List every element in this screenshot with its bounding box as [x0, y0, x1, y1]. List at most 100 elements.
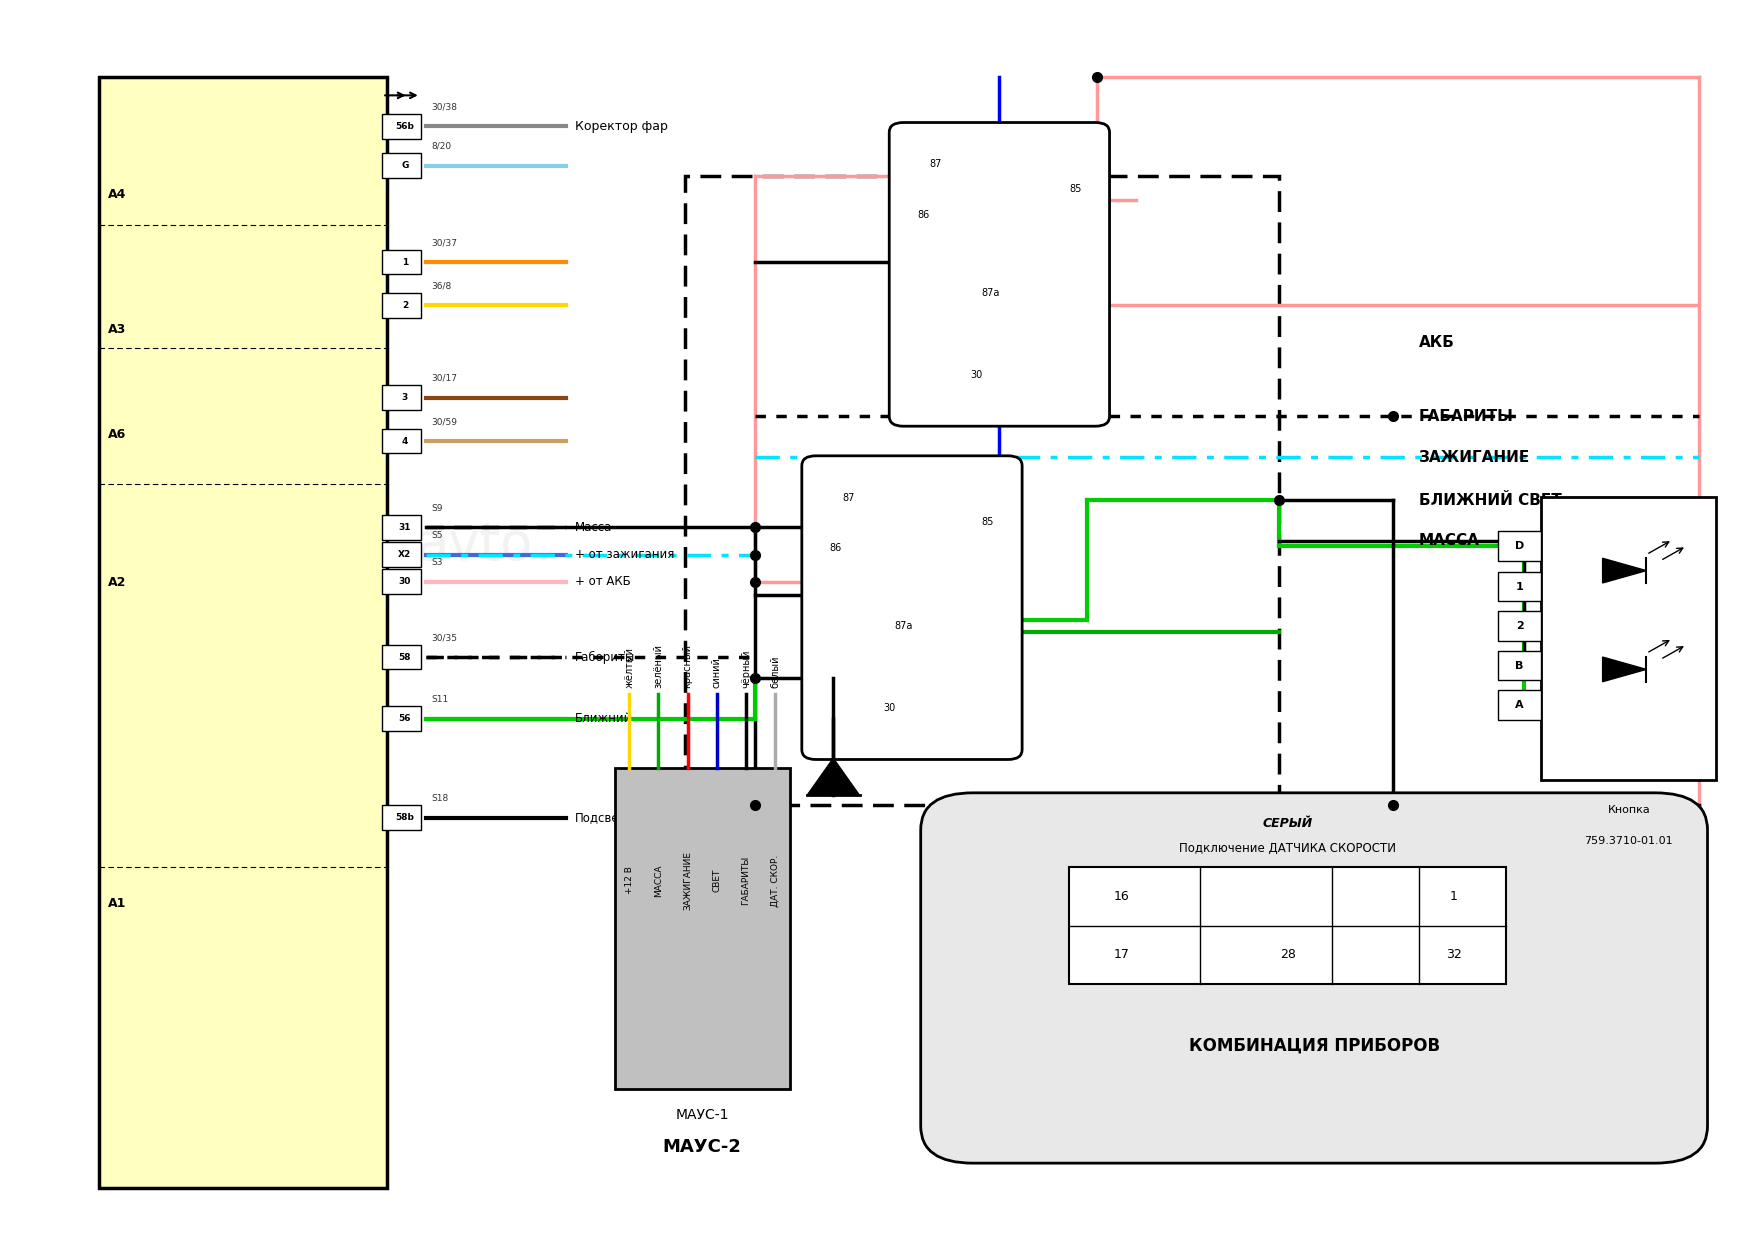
Text: 56: 56 — [398, 714, 410, 723]
Text: 86: 86 — [917, 210, 930, 219]
Bar — [977, 533, 1000, 593]
Text: 58b: 58b — [395, 813, 414, 822]
Text: ГАБАРИТЫ: ГАБАРИТЫ — [742, 856, 751, 905]
Text: 30/38: 30/38 — [431, 103, 458, 112]
Text: 30: 30 — [970, 370, 982, 379]
Bar — [947, 151, 1017, 179]
Text: 759.3710-01.01: 759.3710-01.01 — [1584, 836, 1673, 846]
Text: 87a: 87a — [895, 621, 912, 631]
Text: A4: A4 — [107, 187, 126, 201]
Text: ГАБАРИТЫ: ГАБАРИТЫ — [1419, 409, 1514, 424]
Bar — [900, 682, 923, 735]
Text: X2: X2 — [398, 551, 412, 559]
Text: A: A — [1515, 701, 1524, 711]
Text: 16: 16 — [1114, 890, 1130, 903]
Text: АКБ: АКБ — [1419, 335, 1454, 350]
Text: B: B — [1515, 661, 1524, 671]
Bar — [382, 707, 421, 732]
Text: Масса: Масса — [575, 521, 612, 534]
Text: A3: A3 — [107, 324, 126, 336]
Text: Коректор фар: Коректор фар — [575, 120, 667, 133]
Text: зелёный: зелёный — [654, 644, 663, 688]
Bar — [1498, 572, 1542, 601]
Text: 3: 3 — [402, 393, 409, 402]
Bar — [382, 429, 421, 454]
Text: 56b: 56b — [395, 122, 414, 130]
Text: 30: 30 — [882, 703, 895, 713]
Bar — [1498, 651, 1542, 681]
Bar — [684, 176, 1279, 805]
Polygon shape — [1603, 657, 1647, 682]
Text: Подсветка: Подсветка — [575, 811, 640, 825]
Text: A1: A1 — [107, 898, 126, 910]
Text: 1: 1 — [1515, 582, 1524, 591]
Text: 17: 17 — [1114, 949, 1130, 961]
Text: Ближний: Ближний — [575, 712, 631, 725]
Bar — [1498, 691, 1542, 720]
Text: S11: S11 — [431, 694, 449, 704]
Bar — [382, 386, 421, 410]
Bar — [382, 249, 421, 274]
Bar — [382, 293, 421, 317]
Bar — [382, 515, 421, 539]
Text: S9: S9 — [431, 503, 442, 512]
Text: S5: S5 — [431, 531, 442, 539]
Bar — [912, 226, 935, 285]
Text: 1: 1 — [1451, 890, 1458, 903]
Text: Кнопка: Кнопка — [1607, 805, 1651, 815]
Text: ЗАЖИГАНИЕ: ЗАЖИГАНИЕ — [682, 851, 693, 910]
Text: 4: 4 — [402, 436, 409, 445]
Text: КОМБИНАЦИЯ ПРИБОРОВ: КОМБИНАЦИЯ ПРИБОРОВ — [1189, 1037, 1440, 1055]
Text: 2: 2 — [1515, 621, 1524, 631]
Bar — [98, 77, 388, 1188]
Bar — [382, 542, 421, 567]
Text: + от АКБ: + от АКБ — [575, 575, 630, 588]
Text: 87: 87 — [842, 492, 854, 502]
Text: 85: 85 — [982, 517, 995, 527]
Bar — [382, 114, 421, 139]
Text: 86: 86 — [830, 543, 842, 553]
Text: чёрный: чёрный — [740, 650, 751, 688]
Text: ЗАЖИГАНИЕ: ЗАЖИГАНИЕ — [1419, 450, 1529, 465]
Text: 8/20: 8/20 — [431, 141, 451, 151]
Bar — [614, 768, 789, 1089]
Text: 30/59: 30/59 — [431, 417, 458, 427]
Text: красный: красный — [682, 644, 693, 688]
Text: ДАТ. СКОР.: ДАТ. СКОР. — [770, 854, 779, 906]
Text: S3: S3 — [431, 558, 442, 567]
Text: 58: 58 — [398, 652, 410, 661]
Text: 36/8: 36/8 — [431, 281, 451, 290]
Text: СВЕТ: СВЕТ — [712, 869, 721, 892]
Text: +12 В: +12 В — [624, 867, 633, 894]
Text: 32: 32 — [1445, 949, 1461, 961]
Text: МАССА: МАССА — [1419, 533, 1480, 548]
Polygon shape — [807, 758, 859, 795]
Bar — [1070, 867, 1507, 985]
Text: 87a: 87a — [982, 288, 1000, 298]
Text: МАУС-2: МАУС-2 — [663, 1138, 742, 1157]
Text: 30: 30 — [398, 578, 410, 587]
Text: G: G — [402, 161, 409, 170]
Text: avto: avto — [417, 520, 533, 572]
Text: + от зажигания: + от зажигания — [575, 548, 674, 560]
Bar — [824, 559, 847, 619]
Text: 2: 2 — [402, 301, 409, 310]
Text: A2: A2 — [107, 577, 126, 589]
Text: МАССА: МАССА — [654, 864, 663, 897]
Text: 87: 87 — [930, 160, 942, 170]
Polygon shape — [1603, 558, 1647, 583]
Text: 30/17: 30/17 — [431, 374, 458, 383]
Bar — [382, 154, 421, 179]
Bar — [382, 569, 421, 594]
Text: Габориты: Габориты — [575, 651, 635, 663]
Text: Подключение ДАТЧИКА СКОРОСТИ: Подключение ДАТЧИКА СКОРОСТИ — [1179, 842, 1396, 854]
Bar — [1498, 531, 1542, 560]
Bar — [1542, 496, 1715, 780]
Bar — [988, 348, 1010, 402]
Text: белый: белый — [770, 656, 781, 688]
FancyBboxPatch shape — [889, 123, 1110, 427]
Bar — [382, 805, 421, 830]
Bar — [956, 254, 1026, 281]
Bar — [1498, 611, 1542, 641]
Text: D: D — [1515, 541, 1524, 551]
